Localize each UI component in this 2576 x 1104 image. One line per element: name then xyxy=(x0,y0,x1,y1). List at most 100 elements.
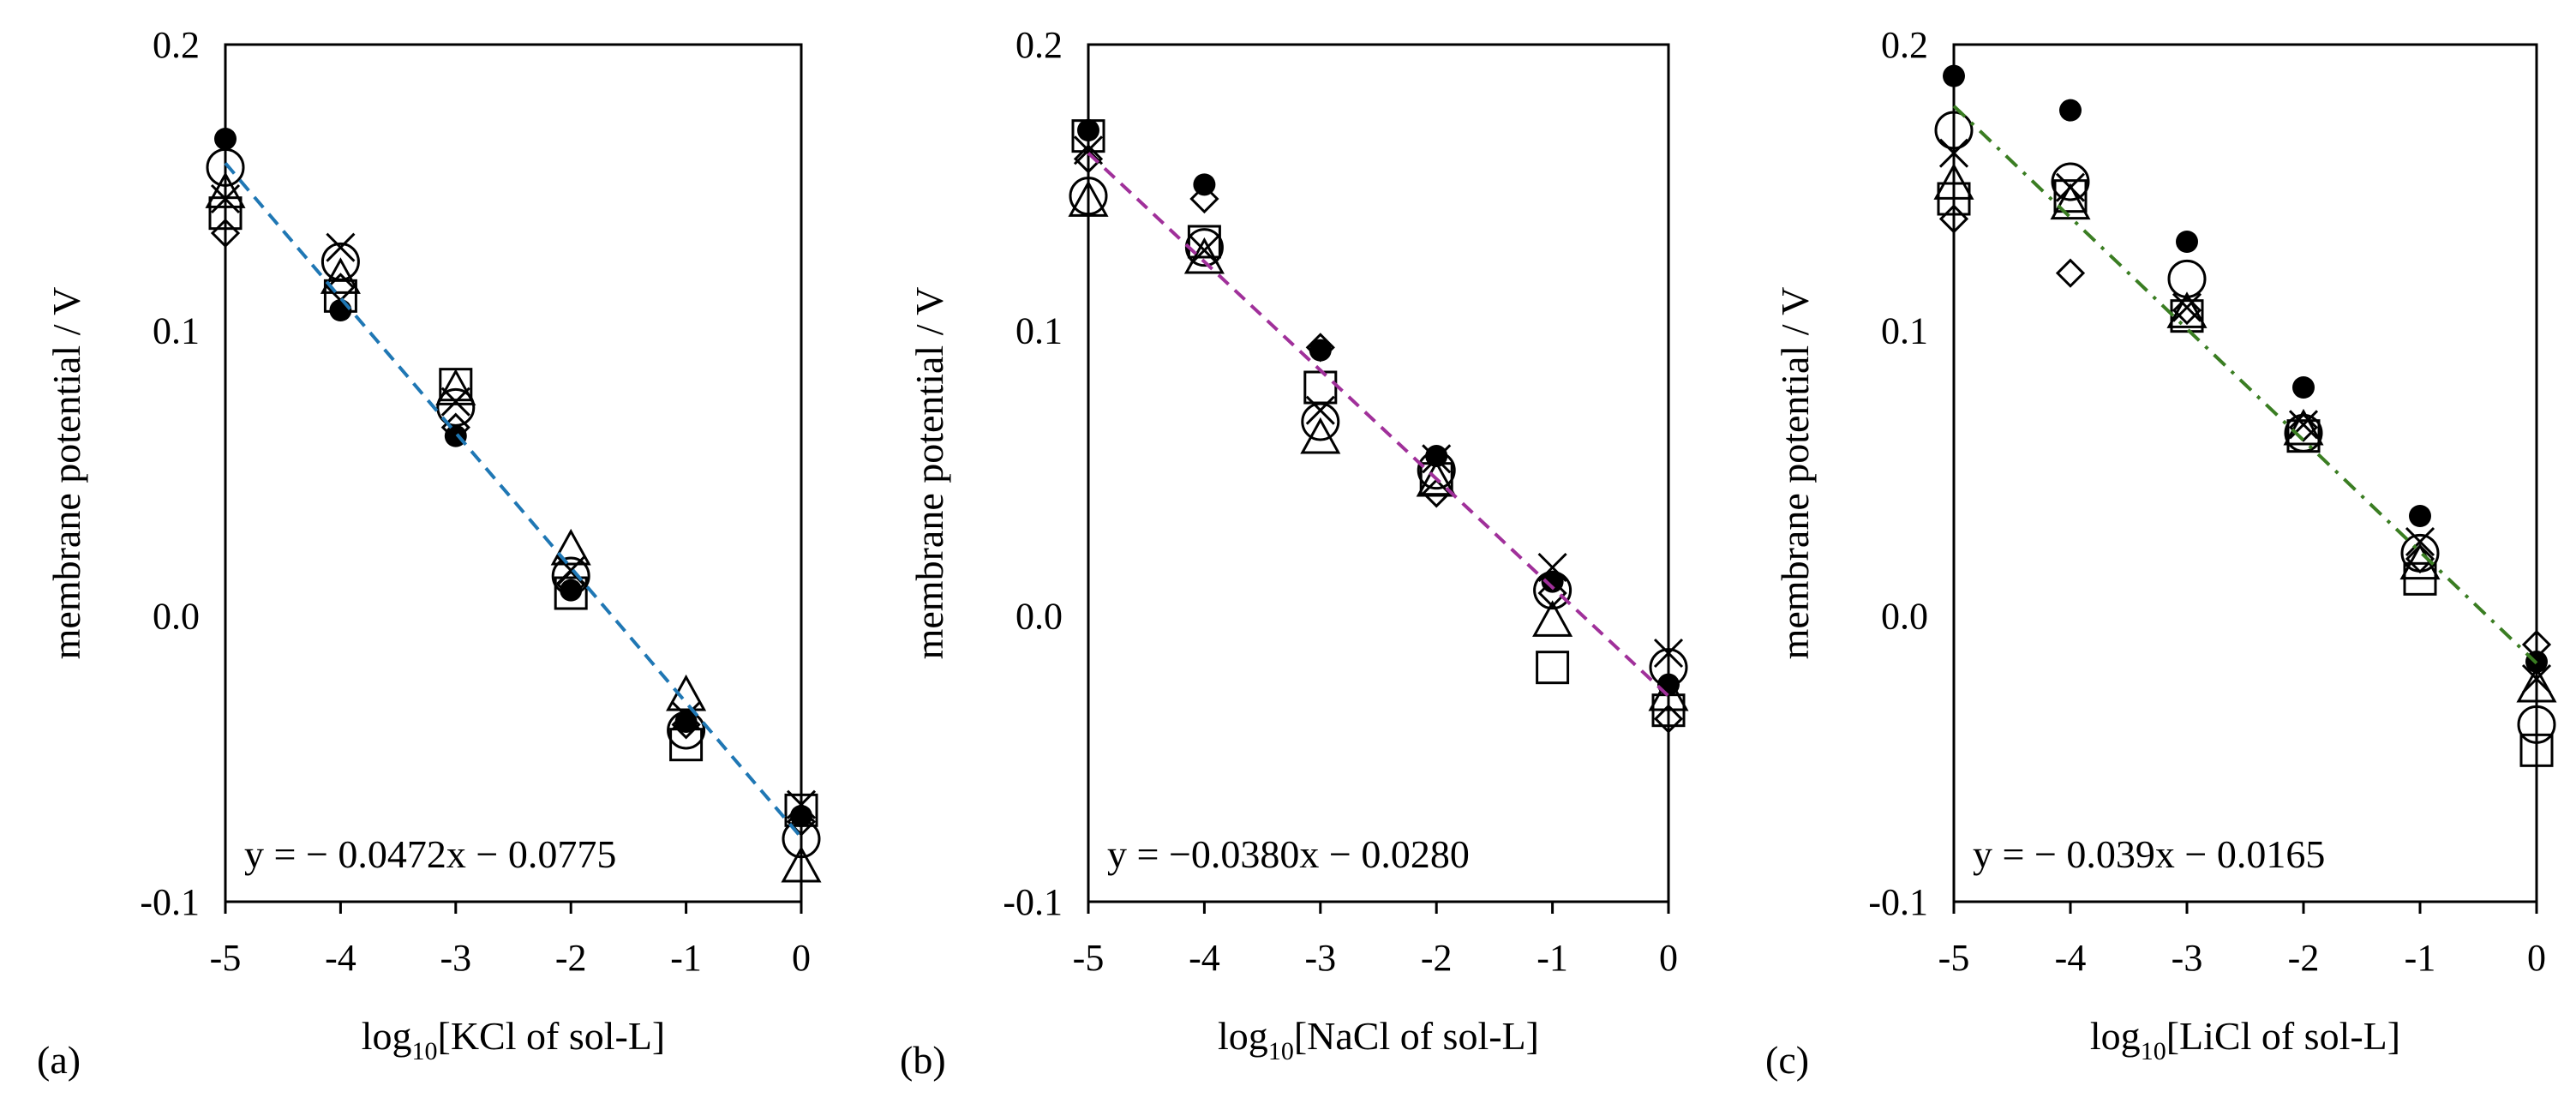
x-axis-title: log10[NaCl of sol-L] xyxy=(1218,1014,1539,1065)
data-point-circle xyxy=(2167,259,2207,298)
data-point-triangle xyxy=(1933,163,1974,200)
panel-a: -0.1 0.0 0.1 0.2 -5 -4 -3 -2 -1 0 membrane potenti… xyxy=(37,24,822,1082)
panel-b: -0.1 0.0 0.1 0.2 -5 -4 -3 -2 -1 0 membrane potenti… xyxy=(900,24,1689,1082)
plot-frame-b xyxy=(1087,43,1670,903)
y-tick-label: -0.1 xyxy=(140,881,200,923)
data-point-filled-circle xyxy=(1425,445,1448,467)
data-point-circle xyxy=(1934,111,1974,150)
y-tick-label: 0.2 xyxy=(1881,24,1928,66)
data-point-square xyxy=(323,279,357,313)
x-tick-label: 0 xyxy=(1659,937,1678,979)
panel-label: (b) xyxy=(900,1038,946,1082)
x-axis-title: log10[LiCl of sol-L] xyxy=(2090,1014,2400,1065)
data-point-diamond xyxy=(2172,295,2202,326)
x-tick-label: -2 xyxy=(2288,937,2320,979)
data-point-triangle xyxy=(1068,180,1109,217)
data-point-diamond xyxy=(1305,333,1335,363)
fit-equation: y = − 0.0472x − 0.0775 xyxy=(244,832,616,876)
data-point-square xyxy=(554,576,588,610)
data-point-triangle xyxy=(2166,291,2208,328)
data-point-diamond xyxy=(2288,412,2319,442)
data-point-diamond xyxy=(1938,204,1969,234)
y-tick-label: -0.1 xyxy=(1003,881,1063,923)
y-axis-title: membrane potential / V xyxy=(1773,287,1817,660)
data-point-triangle xyxy=(1416,459,1457,497)
x-tick-label: -1 xyxy=(670,937,702,979)
data-point-diamond xyxy=(1422,478,1452,508)
y-tick-label: 0.1 xyxy=(1015,309,1063,351)
data-point-triangle xyxy=(2050,183,2091,220)
equation-background xyxy=(237,828,752,881)
x-tick-label: -4 xyxy=(2055,937,2087,979)
data-point-cross xyxy=(1422,444,1452,474)
y-tick-label: 0.2 xyxy=(153,24,200,66)
x-axis-title-sub: 10 xyxy=(1268,1037,1294,1065)
fit-line xyxy=(1087,152,1670,698)
x-axis-title-sub: 10 xyxy=(2141,1037,2166,1065)
x-axis-title-log: log xyxy=(362,1014,412,1058)
data-point-triangle xyxy=(2283,408,2324,446)
data-point-circle xyxy=(2517,705,2556,744)
x-tick-label: -3 xyxy=(440,937,471,979)
data-point-cross xyxy=(210,183,241,214)
equation-background xyxy=(1100,828,1614,881)
x-tick-label: 0 xyxy=(2527,937,2546,979)
data-point-diamond xyxy=(1653,704,1684,734)
x-tick-label: 0 xyxy=(792,937,811,979)
data-point-cross xyxy=(1537,552,1567,583)
x-axis-title-rest: [LiCl of sol-L] xyxy=(2166,1014,2400,1058)
data-point-filled-circle xyxy=(214,128,237,150)
x-tick-label: -5 xyxy=(1073,937,1105,979)
data-point-cross xyxy=(2521,663,2552,694)
data-point-filled-circle xyxy=(2176,231,2198,253)
data-point-circle xyxy=(1184,228,1224,267)
data-point-cross xyxy=(2405,526,2435,557)
data-point-triangle xyxy=(1300,417,1341,454)
fit-line xyxy=(224,162,803,839)
data-point-square xyxy=(1536,651,1570,685)
data-point-cross xyxy=(2172,292,2202,322)
y-tick-label: -0.1 xyxy=(1868,881,1928,923)
y-axis-title: membrane potential / V xyxy=(908,287,951,660)
x-tick-label: -5 xyxy=(210,937,242,979)
x-tick-label: -1 xyxy=(2405,937,2436,979)
data-point-filled-circle xyxy=(1077,119,1099,141)
data-point-circle xyxy=(2051,162,2090,201)
data-point-square xyxy=(784,793,818,827)
data-point-diamond xyxy=(2055,258,2086,288)
y-tick-label: 0.0 xyxy=(1015,596,1063,638)
data-point-triangle xyxy=(1183,237,1225,274)
x-tick-label: -4 xyxy=(325,937,356,979)
data-point-triangle xyxy=(550,528,591,566)
data-point-square xyxy=(2286,419,2321,453)
data-point-diamond xyxy=(1189,183,1219,214)
data-point-square xyxy=(2053,179,2088,213)
data-point-filled-circle xyxy=(1943,64,1965,87)
x-tick-label: -1 xyxy=(1537,937,1568,979)
data-point-triangle xyxy=(781,845,822,883)
y-tick-label: 0.1 xyxy=(1881,309,1928,351)
data-point-diamond xyxy=(786,807,817,837)
data-point-triangle xyxy=(435,369,476,405)
data-point-diamond xyxy=(2521,629,2552,660)
data-point-diamond xyxy=(2405,543,2435,574)
data-point-triangle xyxy=(1532,600,1573,637)
y-tick-label: 0.1 xyxy=(153,309,200,351)
x-axis-title-sub: 10 xyxy=(412,1037,438,1065)
data-point-cross xyxy=(440,387,470,417)
x-tick-label: -3 xyxy=(2172,937,2203,979)
data-point-cross xyxy=(2055,172,2086,202)
data-point-cross xyxy=(786,789,817,819)
data-point-cross xyxy=(1938,138,1969,168)
data-point-triangle xyxy=(1648,674,1689,711)
data-point-square xyxy=(1187,225,1221,259)
equation-background xyxy=(1966,828,2480,881)
data-point-filled-circle xyxy=(560,579,583,602)
plot-frame-c xyxy=(1952,43,2538,903)
x-tick-label: -5 xyxy=(1938,937,1970,979)
x-axis-title-rest: [NaCl of sol-L] xyxy=(1294,1014,1539,1058)
data-point-diamond xyxy=(671,710,701,740)
x-tick-label: -2 xyxy=(555,937,587,979)
x-axis-title-log: log xyxy=(2090,1014,2141,1058)
data-point-square xyxy=(669,728,704,762)
